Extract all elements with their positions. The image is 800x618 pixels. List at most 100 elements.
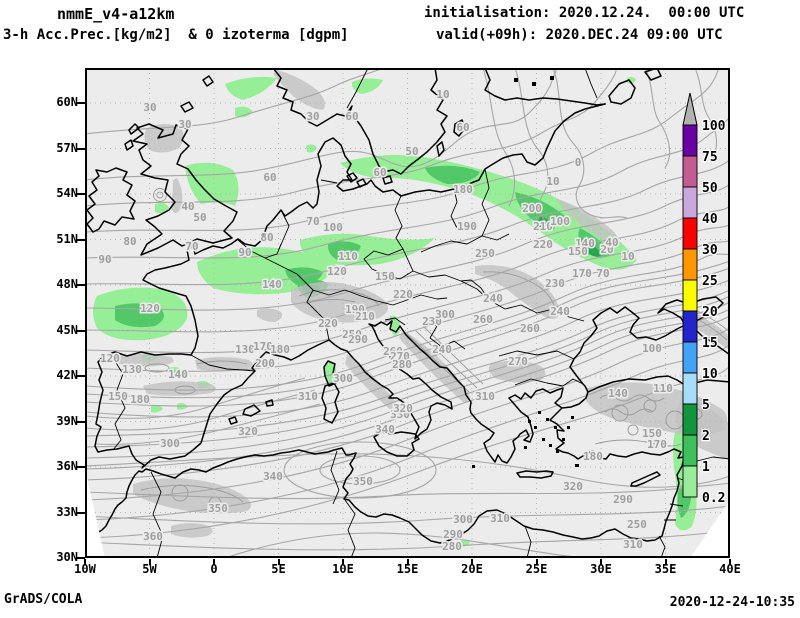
contour-label: 320 bbox=[238, 425, 258, 438]
contour-label: 110 bbox=[338, 250, 358, 263]
colorbar-segment bbox=[683, 404, 697, 435]
map-canvas: 3030306060606050405070708080909010011012… bbox=[85, 68, 730, 558]
colorbar-segment bbox=[683, 373, 697, 404]
contour-label: 300 bbox=[453, 513, 473, 526]
contour-label: 350 bbox=[353, 475, 373, 488]
contour-label: 190 bbox=[457, 220, 477, 233]
contour-label: 340 bbox=[263, 470, 283, 483]
contour-label: 210 bbox=[355, 310, 375, 323]
colorbar-label: 10 bbox=[702, 367, 718, 382]
lat-axis-label: 36N bbox=[44, 459, 78, 473]
colorbar-label: 5 bbox=[702, 398, 710, 413]
colorbar-label: 75 bbox=[702, 150, 718, 165]
contour-label: 300 bbox=[435, 308, 455, 321]
grads-weather-plot: nmmE_v4-a12km 3-h Acc.Prec.[kg/m2] & 0 i… bbox=[0, 0, 800, 618]
contour-label: 280 bbox=[392, 358, 412, 371]
contour-label: 90 bbox=[98, 253, 111, 266]
contour-label: 310 bbox=[298, 390, 318, 403]
colorbar-label: 25 bbox=[702, 274, 718, 289]
grads-credit: GrADS/COLA bbox=[4, 592, 82, 607]
contour-label: 120 bbox=[140, 302, 160, 315]
contour-label: 340 bbox=[375, 423, 395, 436]
contour-label: 280 bbox=[442, 540, 462, 553]
contour-label: 60 bbox=[345, 110, 358, 123]
contour-label: 120 bbox=[100, 352, 120, 365]
lon-tick bbox=[665, 559, 667, 565]
lon-tick bbox=[84, 559, 86, 565]
contour-label: 80 bbox=[260, 231, 273, 244]
contour-label: 170 bbox=[572, 267, 592, 280]
map-area: 3030306060606050405070708080909010011012… bbox=[85, 68, 730, 558]
contour-label: 290 bbox=[613, 493, 633, 506]
contour-label: 180 bbox=[130, 393, 150, 406]
contour-label: 140 bbox=[262, 278, 282, 291]
lat-tick bbox=[77, 512, 85, 514]
colorbar-segment bbox=[683, 280, 697, 311]
contour-label: 50 bbox=[193, 211, 206, 224]
contour-label: 60 bbox=[263, 171, 276, 184]
contour-label: 140 bbox=[168, 368, 188, 381]
contour-label: 30 bbox=[178, 118, 191, 131]
lat-tick bbox=[77, 330, 85, 332]
contour-label: 140 bbox=[608, 387, 628, 400]
contour-label: 310 bbox=[623, 538, 643, 551]
lat-axis-label: 60N bbox=[44, 95, 78, 109]
contour-label: 0 bbox=[575, 156, 582, 169]
contour-label: 360 bbox=[143, 530, 163, 543]
lat-axis-label: 33N bbox=[44, 505, 78, 519]
contour-label: 30 bbox=[306, 110, 319, 123]
contour-label: 130 bbox=[122, 363, 142, 376]
lat-tick bbox=[77, 102, 85, 104]
contour-label: 240 bbox=[483, 292, 503, 305]
contour-label: 180 bbox=[583, 450, 603, 463]
contour-label: 10 bbox=[546, 175, 559, 188]
colorbar-label: 15 bbox=[702, 336, 718, 351]
lat-axis-label: 57N bbox=[44, 141, 78, 155]
contour-label: 30 bbox=[143, 101, 156, 114]
colorbar-segment bbox=[683, 125, 697, 156]
contour-label: 300 bbox=[160, 437, 180, 450]
contour-label: 250 bbox=[475, 247, 495, 260]
contour-label: 200 bbox=[522, 202, 542, 215]
colorbar-segment bbox=[683, 218, 697, 249]
contour-label: 110 bbox=[653, 382, 673, 395]
contour-label: 240 bbox=[432, 343, 452, 356]
colorbar-segment bbox=[683, 466, 697, 497]
contour-label: 180 bbox=[270, 343, 290, 356]
contour-label: 10 bbox=[436, 88, 449, 101]
contour-label: 150 bbox=[375, 270, 395, 283]
contour-label: 260 bbox=[473, 313, 493, 326]
contour-label: 10 bbox=[621, 250, 634, 263]
contour-label: 270 bbox=[508, 355, 528, 368]
contour-label: 100 bbox=[550, 215, 570, 228]
lon-tick bbox=[213, 559, 215, 565]
lat-tick bbox=[77, 466, 85, 468]
contour-label: 230 bbox=[545, 277, 565, 290]
contour-label: 80 bbox=[123, 235, 136, 248]
contour-label: 60 bbox=[373, 166, 386, 179]
contour-label: 310 bbox=[490, 512, 510, 525]
contour-label: 40 bbox=[605, 236, 618, 249]
contour-label: 300 bbox=[333, 372, 353, 385]
creation-timestamp: 2020-12-24-10:35 bbox=[670, 595, 795, 610]
colorbar-label: 1 bbox=[702, 460, 710, 475]
model-title: nmmE_v4-a12km bbox=[57, 5, 174, 23]
colorbar-label: 0.2 bbox=[702, 491, 725, 506]
contour-label: 150 bbox=[568, 245, 588, 258]
lon-tick bbox=[471, 559, 473, 565]
lat-tick bbox=[77, 148, 85, 150]
contour-label: 220 bbox=[393, 288, 413, 301]
contour-label: 150 bbox=[108, 390, 128, 403]
lon-tick bbox=[729, 559, 731, 565]
lat-tick bbox=[77, 421, 85, 423]
colorbar-label: 50 bbox=[702, 181, 718, 196]
contour-label: 320 bbox=[393, 402, 413, 415]
contour-label: 70 bbox=[596, 267, 609, 280]
contour-label: 200 bbox=[255, 357, 275, 370]
contour-label: 50 bbox=[405, 145, 418, 158]
contour-label: 320 bbox=[563, 480, 583, 493]
colorbar-label: 100 bbox=[702, 119, 726, 134]
lat-axis-label: 45N bbox=[44, 323, 78, 337]
lon-tick bbox=[278, 559, 280, 565]
lat-axis-label: 51N bbox=[44, 232, 78, 246]
